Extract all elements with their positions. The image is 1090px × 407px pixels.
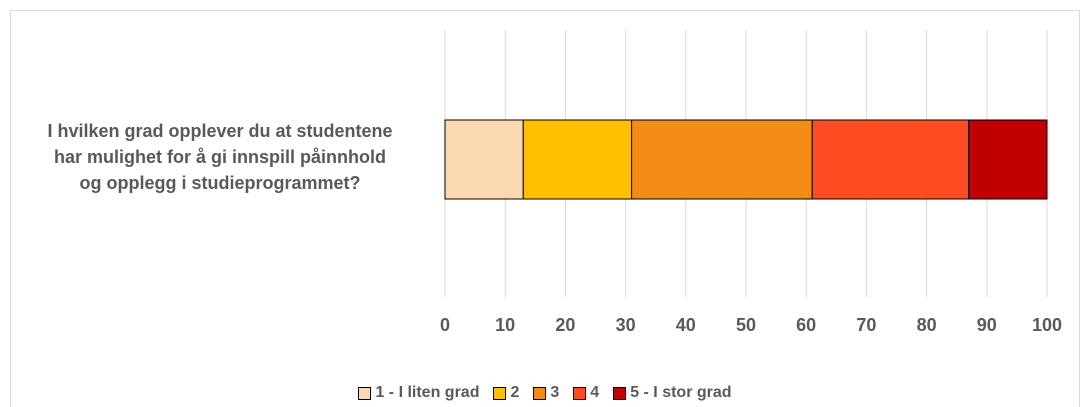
stacked-bar-chart: 0 10 20 30 40 50 60 70 80 90 100 (440, 30, 1062, 335)
x-tick-label: 70 (856, 315, 876, 335)
category-label-line: har mulighet for å gi innspill påinnhold (54, 147, 386, 167)
legend-swatch (533, 386, 547, 400)
category-label-line: og opplegg i studieprogrammet? (79, 173, 361, 193)
x-axis-ticks: 0 10 20 30 40 50 60 70 80 90 100 (440, 315, 1062, 335)
x-tick-label: 10 (495, 315, 515, 335)
legend-item: 4 (573, 384, 599, 402)
x-tick-label: 20 (555, 315, 575, 335)
legend-label: 2 (510, 384, 520, 401)
legend-label: 5 - I stor grad (630, 384, 732, 401)
category-label-line: I hvilken grad opplever du at studentene (47, 121, 393, 141)
x-tick-label: 90 (977, 315, 997, 335)
legend-item: 3 (533, 384, 559, 402)
x-tick-label: 60 (796, 315, 816, 335)
legend-item: 2 (493, 384, 519, 402)
x-tick-label: 0 (440, 315, 450, 335)
legend-item: 1 - I liten grad (358, 384, 479, 402)
legend-swatch (493, 386, 507, 400)
legend: 1 - I liten grad 2 3 4 5 - I stor grad (0, 384, 1090, 402)
legend-item: 5 - I stor grad (613, 384, 732, 402)
legend-label: 4 (590, 384, 600, 401)
bar-segments (444, 119, 1048, 200)
legend-swatch (573, 386, 587, 400)
x-tick-label: 40 (676, 315, 696, 335)
legend-swatch (358, 386, 372, 400)
x-tick-label: 100 (1032, 315, 1062, 335)
chart-frame (10, 10, 1080, 407)
legend-label: 1 - I liten grad (375, 384, 480, 401)
bar-segment (631, 119, 813, 200)
legend-swatch (613, 386, 627, 400)
x-tick-label: 50 (736, 315, 756, 335)
bar-segment (522, 119, 633, 200)
x-tick-label: 30 (616, 315, 636, 335)
bar-segment (444, 119, 524, 200)
legend-label: 3 (550, 384, 560, 401)
bar-segment (968, 119, 1048, 200)
x-tick-label: 80 (917, 315, 937, 335)
category-label: I hvilken grad opplever du at studentene… (10, 118, 430, 196)
bar-segment (811, 119, 970, 200)
